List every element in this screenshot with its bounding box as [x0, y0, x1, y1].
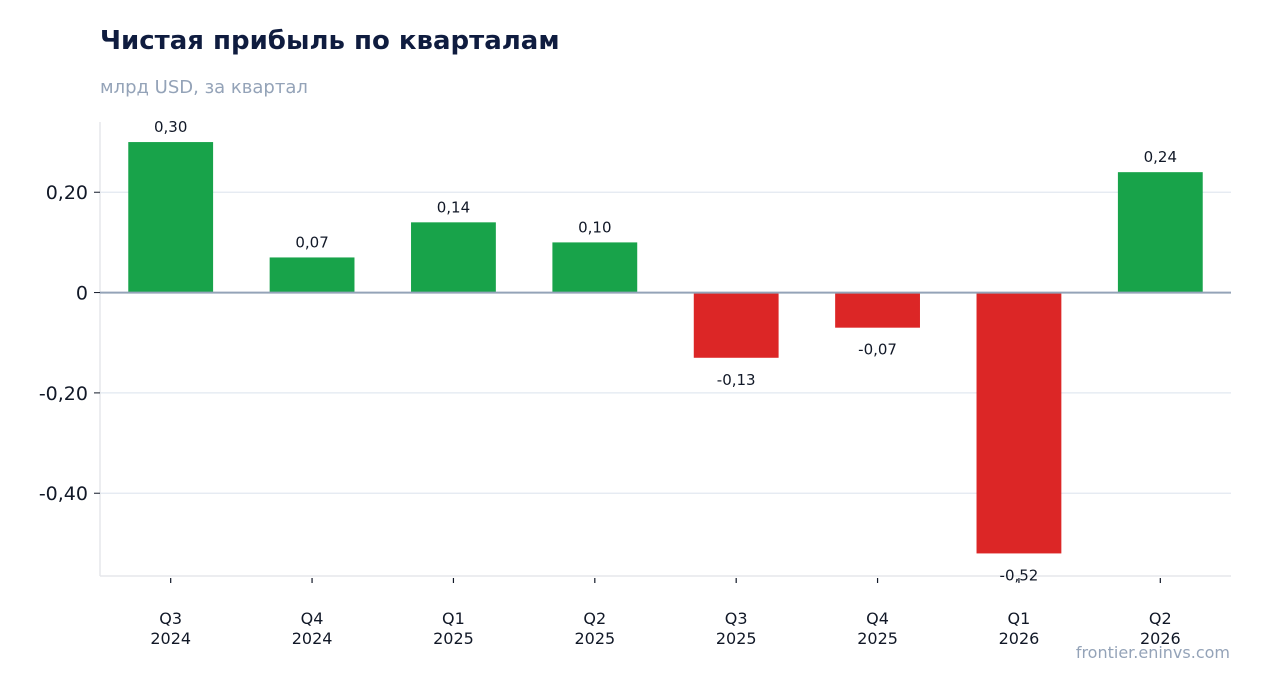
bar	[552, 242, 638, 293]
x-tick-label: Q4 2025	[857, 609, 898, 648]
x-tick-label: Q3 2025	[716, 609, 757, 648]
y-tick-label: -0,40	[39, 483, 88, 505]
data-label: 0,14	[437, 198, 470, 216]
data-label: -0,07	[858, 341, 897, 359]
source-label: frontier.eninvs.com	[1075, 643, 1230, 662]
x-tick-label: Q4 2024	[292, 609, 333, 648]
data-label: 0,07	[295, 233, 328, 251]
data-label: -0,13	[717, 371, 756, 389]
bar	[128, 142, 214, 293]
bar	[835, 292, 920, 328]
bar	[269, 257, 355, 293]
y-tick-label: 0	[76, 283, 88, 305]
data-label: 0,30	[154, 118, 187, 136]
y-tick-label: 0,20	[46, 182, 88, 204]
x-tick-label: Q3 2024	[150, 609, 191, 648]
x-tick-label: Q1 2025	[433, 609, 474, 648]
x-tick-label: Q2 2025	[574, 609, 615, 648]
x-tick-label: Q1 2026	[999, 609, 1040, 648]
y-tick-label: -0,20	[39, 383, 88, 405]
chart-subtitle: млрд USD, за квартал	[100, 77, 308, 98]
x-tick-label: Q2 2026	[1140, 609, 1181, 648]
bar	[693, 292, 779, 358]
bar	[411, 222, 496, 293]
data-label: 0,10	[578, 218, 611, 236]
bar	[976, 292, 1062, 554]
data-label: 0,24	[1144, 148, 1177, 166]
chart-title: Чистая прибыль по кварталам	[100, 26, 560, 56]
bar	[1117, 172, 1203, 293]
data-label: -0,52	[1000, 566, 1039, 584]
